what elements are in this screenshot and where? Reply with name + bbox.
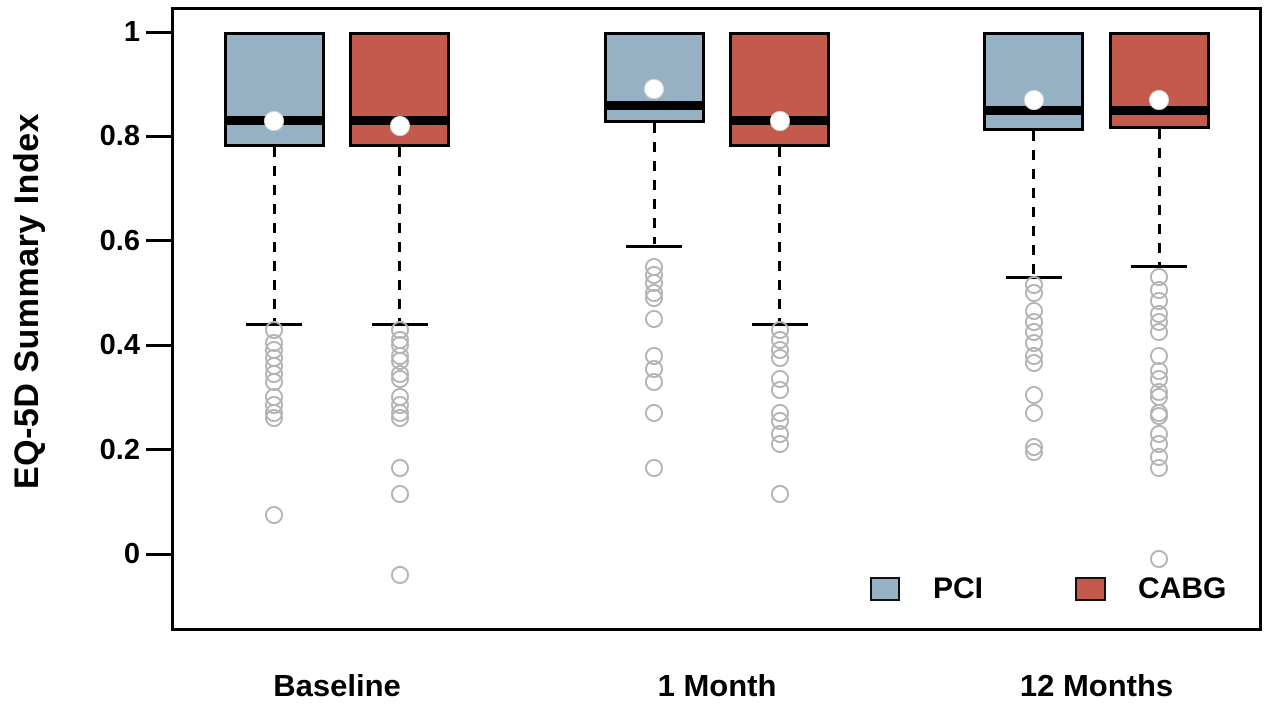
legend-swatch-pci: [870, 577, 900, 601]
whisker-cap: [626, 244, 683, 248]
whisker-cap: [1131, 265, 1188, 269]
outlier-point: [390, 409, 409, 428]
outlier-point: [645, 372, 664, 391]
mean-dot: [389, 115, 410, 136]
outlier-point: [1150, 323, 1169, 342]
outlier-point: [390, 458, 409, 477]
outlier-point: [770, 349, 789, 368]
outlier-point: [645, 310, 664, 329]
median-line: [1108, 105, 1210, 115]
y-tick-mark: [146, 30, 171, 34]
legend-swatch-cabg: [1075, 577, 1106, 601]
median-line: [983, 105, 1085, 115]
y-tick-label: 0: [123, 538, 140, 570]
outlier-point: [1024, 385, 1043, 404]
boxplot-box-pci: [603, 32, 705, 124]
outlier-point: [1024, 404, 1043, 423]
y-tick-mark: [146, 134, 171, 138]
legend-label-pci: PCI: [933, 572, 984, 605]
y-axis-title: EQ-5D Summary Index: [8, 112, 46, 490]
y-tick-mark: [146, 552, 171, 556]
boxplot-box-cabg: [729, 32, 831, 147]
whisker-line: [1157, 128, 1161, 265]
outlier-point: [265, 505, 284, 524]
x-axis-label: Baseline: [273, 668, 401, 703]
mean-dot: [644, 79, 665, 100]
outlier-point: [390, 565, 409, 584]
boxplot-box-pci: [983, 32, 1085, 132]
y-tick-mark: [146, 343, 171, 347]
plot-area-border: [171, 7, 1262, 631]
whisker-line: [652, 123, 656, 244]
outlier-point: [770, 484, 789, 503]
y-tick-label: 0.6: [99, 224, 140, 257]
outlier-point: [390, 370, 409, 389]
whisker-line: [398, 146, 402, 323]
mean-dot: [769, 110, 790, 131]
outlier-point: [770, 380, 789, 399]
outlier-point: [265, 409, 284, 428]
legend-label-cabg: CABG: [1138, 572, 1227, 605]
whisker-line: [778, 146, 782, 323]
x-axis-label: 12 Months: [1019, 668, 1174, 703]
outlier-point: [1150, 550, 1169, 569]
outlier-point: [1024, 443, 1043, 462]
outlier-point: [770, 435, 789, 454]
whisker-line: [272, 146, 276, 323]
outlier-point: [1150, 458, 1169, 477]
mean-dot: [1023, 89, 1044, 110]
whisker-line: [1032, 131, 1036, 276]
outlier-point: [645, 404, 664, 423]
mean-dot: [1149, 89, 1170, 110]
outlier-point: [1150, 406, 1169, 425]
y-tick-label: 0.8: [99, 120, 140, 153]
outlier-point: [390, 484, 409, 503]
y-tick-mark: [146, 239, 171, 243]
outlier-point: [1024, 284, 1043, 302]
y-tick-label: 0.2: [99, 433, 140, 466]
outlier-point: [1024, 354, 1043, 373]
outlier-point: [645, 289, 664, 308]
y-tick-label: 0.4: [99, 329, 140, 362]
y-tick-mark: [146, 448, 171, 452]
y-tick-label: 1: [123, 16, 140, 48]
mean-dot: [264, 110, 285, 131]
median-line: [603, 100, 705, 110]
x-axis-label: 1 Month: [657, 668, 777, 703]
outlier-point: [645, 458, 664, 477]
